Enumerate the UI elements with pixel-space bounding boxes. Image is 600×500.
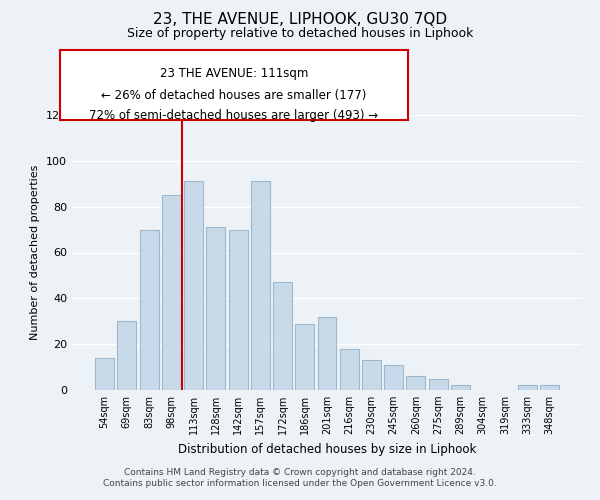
Bar — [362, 360, 381, 390]
Bar — [317, 316, 337, 390]
X-axis label: Distribution of detached houses by size in Liphook: Distribution of detached houses by size … — [178, 442, 476, 456]
Bar — [295, 324, 314, 390]
Bar — [140, 230, 158, 390]
Bar — [340, 349, 359, 390]
Bar — [273, 282, 292, 390]
Bar — [384, 365, 403, 390]
Bar — [518, 386, 536, 390]
Bar — [229, 230, 248, 390]
Text: 23, THE AVENUE, LIPHOOK, GU30 7QD: 23, THE AVENUE, LIPHOOK, GU30 7QD — [153, 12, 447, 28]
Bar — [451, 386, 470, 390]
Bar — [184, 182, 203, 390]
Text: Size of property relative to detached houses in Liphook: Size of property relative to detached ho… — [127, 28, 473, 40]
Bar — [429, 378, 448, 390]
Bar — [406, 376, 425, 390]
Text: Contains HM Land Registry data © Crown copyright and database right 2024.
Contai: Contains HM Land Registry data © Crown c… — [103, 468, 497, 487]
Text: 72% of semi-detached houses are larger (493) →: 72% of semi-detached houses are larger (… — [89, 110, 379, 122]
Y-axis label: Number of detached properties: Number of detached properties — [31, 165, 40, 340]
Bar — [162, 195, 181, 390]
Text: ← 26% of detached houses are smaller (177): ← 26% of detached houses are smaller (17… — [101, 88, 367, 102]
Bar — [540, 386, 559, 390]
Bar — [251, 182, 270, 390]
Bar — [95, 358, 114, 390]
Text: 23 THE AVENUE: 111sqm: 23 THE AVENUE: 111sqm — [160, 68, 308, 80]
Bar — [118, 322, 136, 390]
Bar — [206, 228, 225, 390]
